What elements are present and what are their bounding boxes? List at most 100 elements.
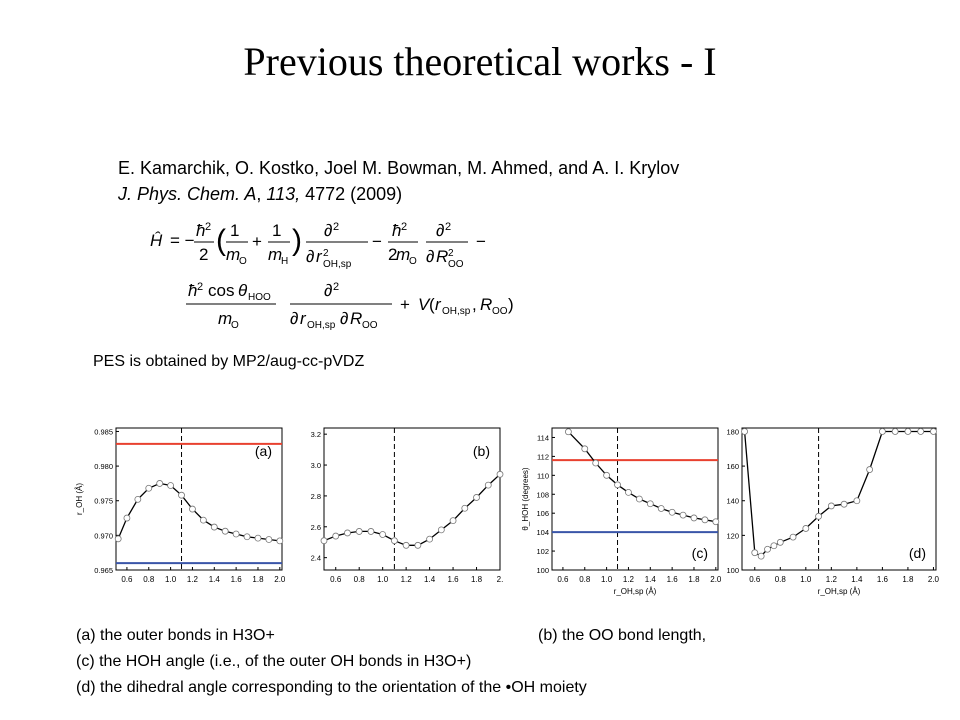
data-point <box>891 428 899 435</box>
svg-text:(: ( <box>429 295 435 314</box>
x-tick-label: 1.0 <box>377 575 389 584</box>
x-tick-label: 0.8 <box>579 575 591 584</box>
svg-text:−: − <box>372 232 382 251</box>
data-point <box>265 536 273 543</box>
data-point <box>426 535 433 543</box>
y-tick-label: 3.0 <box>311 461 321 470</box>
x-tick-label: 1.4 <box>424 575 436 584</box>
data-point <box>199 516 207 524</box>
svg-text:O: O <box>231 320 239 331</box>
series-line <box>567 431 716 523</box>
data-point <box>701 516 709 524</box>
x-tick-label: 1.2 <box>623 575 635 584</box>
y-tick-label: 110 <box>537 471 549 480</box>
svg-text:OO: OO <box>362 320 378 331</box>
data-point <box>134 495 142 503</box>
x-tick-label: 0.6 <box>749 575 761 584</box>
panel-label: (a) <box>255 443 272 459</box>
pes-method-note: PES is obtained by MP2/aug-cc-pVDZ <box>93 353 365 370</box>
data-point <box>646 500 654 508</box>
data-point <box>878 428 886 435</box>
data-point <box>712 518 720 526</box>
panel-label: (d) <box>909 545 926 561</box>
data-point <box>917 428 925 435</box>
svg-text:m: m <box>226 245 240 264</box>
y-tick-label: 106 <box>536 509 549 518</box>
data-point <box>402 541 410 549</box>
data-point <box>254 534 262 542</box>
data-point <box>114 535 122 543</box>
caption-c: (c) the HOH angle (i.e., of the outer OH… <box>76 653 472 670</box>
data-point <box>320 537 328 545</box>
data-point <box>344 529 351 537</box>
svg-text:R: R <box>350 309 362 328</box>
x-tick-label: 1.6 <box>877 575 889 584</box>
y-tick-label: 114 <box>537 433 549 442</box>
y-tick-label: 100 <box>536 566 549 575</box>
x-tick-label: 1.0 <box>165 575 177 584</box>
data-point <box>145 484 153 492</box>
svg-text:ħ: ħ <box>188 281 197 300</box>
x-tick-label: 1.8 <box>902 575 914 584</box>
data-point <box>592 459 600 467</box>
data-point <box>770 542 778 550</box>
plot-frame <box>741 427 937 571</box>
data-point <box>243 533 251 541</box>
data-point <box>473 494 480 501</box>
x-tick-label: 0.8 <box>775 575 787 584</box>
data-point <box>123 514 131 522</box>
svg-text:cos: cos <box>208 281 234 300</box>
svg-text:+: + <box>400 295 410 314</box>
journal-citation: J. Phys. Chem. A, 113, 4772 (2009) <box>118 184 402 205</box>
x-tick-label: 1.2 <box>187 575 199 584</box>
svg-text:2: 2 <box>401 221 407 233</box>
x-tick-label: 0.6 <box>121 575 133 584</box>
y-tick-label: 100 <box>726 566 739 575</box>
y-tick-label: 2.8 <box>311 492 321 501</box>
x-tick-label: 1.4 <box>645 575 657 584</box>
plot-frame <box>323 427 501 571</box>
journal-pages-year: 4772 (2009) <box>300 184 403 204</box>
data-point <box>789 533 797 541</box>
x-axis-label: r_OH,sp (Å) <box>614 587 657 596</box>
caption-a: (a) the outer bonds in H3O+ <box>76 627 275 644</box>
data-point <box>930 428 937 435</box>
slide-title: Previous theoretical works - I <box>243 39 717 84</box>
y-tick-label: 0.980 <box>94 462 113 471</box>
caption-d: (d) the dihedral angle corresponding to … <box>76 679 587 696</box>
svg-text:V: V <box>418 295 431 314</box>
svg-text:r: r <box>316 247 323 266</box>
data-point <box>210 523 218 531</box>
data-point <box>449 517 457 525</box>
panel-3: 0.60.81.01.21.41.61.82.0100120140160180ϕ… <box>726 427 939 596</box>
svg-text:∂: ∂ <box>306 247 314 266</box>
svg-text:OO: OO <box>492 306 508 317</box>
svg-text:Ĥ: Ĥ <box>150 231 163 250</box>
data-point <box>189 505 196 513</box>
data-point <box>625 488 632 496</box>
svg-text:ħ: ħ <box>392 221 401 240</box>
x-tick-label: 1.4 <box>851 575 863 584</box>
data-point <box>496 470 504 478</box>
y-axis-label: r_OH (Å) <box>75 483 84 515</box>
data-point <box>635 495 643 503</box>
svg-text:2: 2 <box>205 221 211 233</box>
data-point <box>156 480 164 487</box>
svg-text:2: 2 <box>323 248 329 259</box>
svg-text:1: 1 <box>230 221 239 240</box>
svg-text:2: 2 <box>448 248 454 259</box>
panel-label: (b) <box>473 443 490 459</box>
data-point <box>461 504 469 512</box>
data-point <box>904 428 912 435</box>
svg-text:m: m <box>218 309 232 328</box>
x-tick-label: 1.0 <box>601 575 613 584</box>
svg-text:2: 2 <box>199 245 208 264</box>
panel-0: 0.6 0.8 1.0 1.2 1.4 1.6 1.8 2.0 0.965 0.970 0.975 0… <box>75 427 286 584</box>
series-line <box>117 482 280 542</box>
series-line <box>323 473 501 546</box>
data-point <box>276 537 284 545</box>
data-point <box>178 491 185 499</box>
x-tick-label: 0.8 <box>354 575 366 584</box>
plot-frame <box>115 427 283 571</box>
